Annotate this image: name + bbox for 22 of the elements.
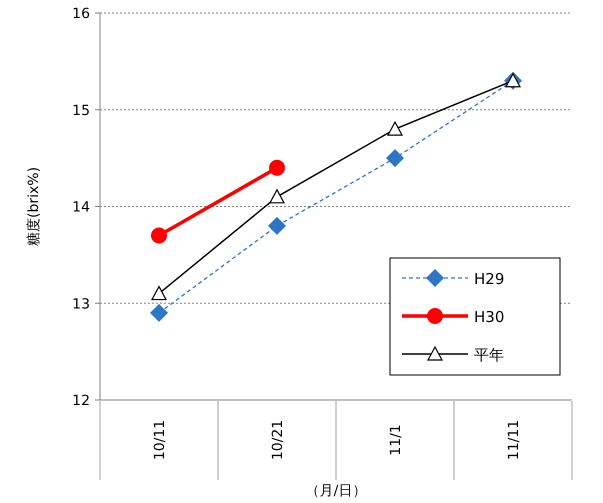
point: [386, 149, 404, 168]
y-tick-label: 13: [72, 296, 90, 312]
y-tick-label: 14: [72, 200, 90, 216]
x-tick-label: 11/1: [388, 424, 404, 456]
point: [387, 122, 403, 136]
legend-label: 平年: [474, 346, 504, 364]
x-tick-label: 11/11: [506, 420, 522, 460]
x-axis-title: （月/日）: [306, 483, 366, 499]
y-tick-label: 16: [72, 6, 90, 22]
point: [151, 286, 167, 300]
point: [150, 304, 168, 322]
x-tick-label: 10/11: [152, 420, 168, 460]
y-tick-label: 15: [72, 102, 90, 119]
y-axis-title: 糖度(brix%): [26, 166, 42, 246]
point: [268, 216, 286, 235]
legend-label: H29: [474, 270, 504, 288]
legend-label: H30: [474, 308, 504, 326]
point: [269, 189, 285, 204]
y-tick-label: 12: [72, 393, 90, 409]
x-tick-label: 10/21: [270, 420, 286, 460]
point: [151, 228, 167, 244]
point: [269, 160, 285, 176]
